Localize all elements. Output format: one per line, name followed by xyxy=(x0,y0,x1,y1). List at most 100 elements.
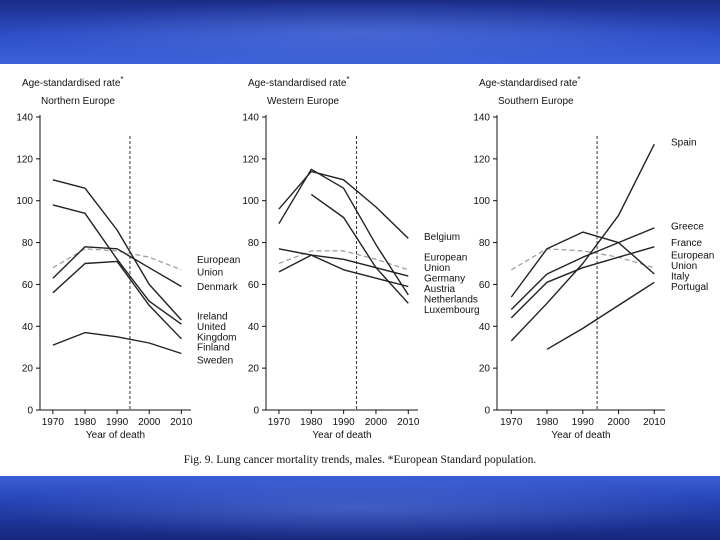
x-tick-label: 2000 xyxy=(138,417,161,428)
series-line-luxembourg xyxy=(310,193,409,304)
y-tick-label: 0 xyxy=(253,406,259,417)
top-banner-glow xyxy=(0,0,720,64)
series-line-austria xyxy=(278,248,409,288)
series-line-italy xyxy=(510,231,655,298)
y-tick-label: 0 xyxy=(27,406,33,417)
y-axis-label: Age-standardised rate* xyxy=(22,75,124,90)
series-line-greece xyxy=(510,227,655,310)
chart-panel-southern-europe: Age-standardised rate* Southern Europe 0 20… xyxy=(473,75,714,442)
x-tick-label: 1980 xyxy=(300,417,323,428)
series-line-germany xyxy=(278,254,409,277)
x-tick-label: 1970 xyxy=(42,417,65,428)
x-tick-label: 1970 xyxy=(268,417,291,428)
x-axis-label: Year of death xyxy=(86,430,145,441)
y-tick-label: 40 xyxy=(22,322,34,333)
y-tick-label: 120 xyxy=(242,154,259,165)
series-line-eu-northern-panel- xyxy=(52,248,182,271)
y-tick-label: 20 xyxy=(248,364,260,375)
y-axis-label-mark: * xyxy=(346,75,349,84)
series-label: United xyxy=(197,322,226,333)
series-label: Sweden xyxy=(197,355,233,366)
x-tick-label: 2000 xyxy=(365,417,388,428)
series-label: Ireland xyxy=(197,311,228,322)
series-label: European xyxy=(671,251,714,262)
series-label: Spain xyxy=(671,138,697,149)
series-line-sweden xyxy=(52,331,182,355)
series-line-spain xyxy=(510,143,655,342)
y-axis-label: Age-standardised rate* xyxy=(479,75,581,90)
y-tick-label: 100 xyxy=(242,196,259,207)
y-tick-label: 60 xyxy=(248,280,260,291)
series-label: Finland xyxy=(197,343,230,354)
bottom-banner xyxy=(0,476,720,540)
panel-subtitle: Northern Europe xyxy=(41,96,115,107)
series-label: Greece xyxy=(671,221,704,232)
y-tick-label: 80 xyxy=(22,238,34,249)
x-tick-label: 2000 xyxy=(607,417,630,428)
series-line-denmark xyxy=(52,246,182,288)
y-tick-label: 20 xyxy=(479,364,491,375)
y-tick-label: 120 xyxy=(16,154,33,165)
panel-subtitle: Western Europe xyxy=(267,96,340,107)
y-tick-label: 0 xyxy=(484,406,490,417)
y-tick-label: 140 xyxy=(242,113,259,124)
figure-area: Age-standardised rate* Northern Europe 0 20… xyxy=(0,64,720,476)
x-tick-label: 2010 xyxy=(397,417,420,428)
x-tick-label: 2010 xyxy=(643,417,666,428)
series-label: Kingdom xyxy=(197,332,236,343)
series-label: Luxembourg xyxy=(424,305,480,316)
series-line-portugal xyxy=(546,281,655,350)
series-label: Union xyxy=(197,267,223,278)
y-tick-label: 60 xyxy=(22,280,34,291)
bottom-banner-glow xyxy=(0,476,720,540)
x-tick-label: 1970 xyxy=(500,417,523,428)
x-axis-label: Year of death xyxy=(312,430,371,441)
series-label: European xyxy=(197,255,240,266)
series-label: Netherlands xyxy=(424,295,478,306)
x-axis-label: Year of death xyxy=(551,430,610,441)
y-tick-label: 80 xyxy=(248,238,260,249)
y-tick-label: 100 xyxy=(16,196,33,207)
series-line-eu-southern-panel- xyxy=(510,248,655,271)
series-line-united-kingdom xyxy=(52,204,182,325)
series-label: Union xyxy=(671,261,697,272)
y-tick-label: 60 xyxy=(479,280,491,291)
top-banner xyxy=(0,0,720,64)
chart-panel-northern-europe: Age-standardised rate* Northern Europe 0 20… xyxy=(16,75,240,442)
series-line-belgium xyxy=(278,170,409,239)
y-tick-label: 40 xyxy=(248,322,260,333)
y-axis-label-mark: * xyxy=(577,75,580,84)
series-line-ireland xyxy=(52,179,182,321)
y-tick-label: 20 xyxy=(22,364,34,375)
series-label: Germany xyxy=(424,274,465,285)
series-label: Union xyxy=(424,263,450,274)
figure-caption: Fig. 9. Lung cancer mortality trends, ma… xyxy=(183,454,537,466)
y-tick-label: 100 xyxy=(473,196,490,207)
chart-figure: Age-standardised rate* Northern Europe 0 20… xyxy=(16,75,714,442)
x-tick-label: 1990 xyxy=(106,417,129,428)
y-tick-label: 120 xyxy=(473,154,490,165)
series-label: Austria xyxy=(424,284,456,295)
series-line-eu-western-panel- xyxy=(278,250,409,271)
series-label: Denmark xyxy=(197,282,239,293)
series-label: Belgium xyxy=(424,232,460,243)
series-line-netherlands xyxy=(278,168,409,296)
panel-subtitle: Southern Europe xyxy=(498,96,574,107)
series-label: Portugal xyxy=(671,282,708,293)
series-line-finland xyxy=(52,260,182,340)
chart-panel-western-europe: Age-standardised rate* Western Europe 0 20 4… xyxy=(242,75,479,442)
y-tick-label: 140 xyxy=(16,113,33,124)
series-label: Italy xyxy=(671,272,689,283)
series-label: France xyxy=(671,238,703,249)
y-tick-label: 140 xyxy=(473,113,490,124)
y-tick-label: 40 xyxy=(479,322,491,333)
x-tick-label: 2010 xyxy=(170,417,193,428)
y-axis-label: Age-standardised rate* xyxy=(248,75,350,90)
x-tick-label: 1990 xyxy=(332,417,355,428)
y-tick-label: 80 xyxy=(479,238,491,249)
x-tick-label: 1980 xyxy=(536,417,559,428)
x-tick-label: 1980 xyxy=(74,417,97,428)
y-axis-label-mark: * xyxy=(120,75,123,84)
x-tick-label: 1990 xyxy=(572,417,595,428)
series-label: European xyxy=(424,253,467,264)
